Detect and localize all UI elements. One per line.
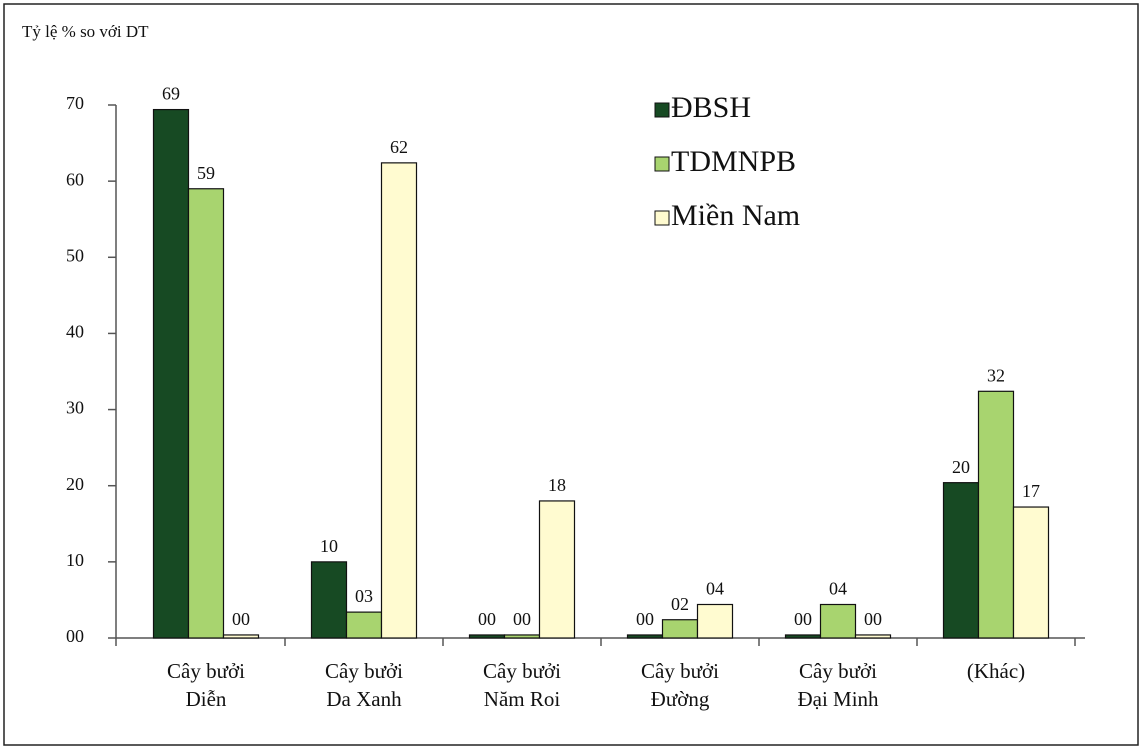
bar (345, 611, 383, 639)
data-label: 00 (232, 609, 250, 629)
bar (819, 603, 857, 639)
bar (222, 634, 260, 639)
y-tick-label: 50 (66, 245, 84, 265)
y-tick-label: 40 (66, 322, 84, 342)
x-tick-label: Năm Roi (484, 687, 561, 711)
x-tick-label: Diễn (186, 687, 227, 711)
y-tick-label: 30 (66, 398, 84, 418)
bar (696, 603, 734, 639)
bar (942, 482, 980, 639)
data-label: 00 (636, 609, 654, 629)
legend-label: Miền Nam (671, 199, 800, 232)
data-label: 18 (548, 475, 566, 495)
bar (661, 619, 699, 639)
bar (310, 561, 348, 639)
bar (1012, 506, 1050, 639)
y-tick-label: 70 (66, 93, 84, 113)
x-tick-label: Cây bưởi (325, 659, 403, 683)
x-tick-label: Cây bưởi (483, 659, 561, 683)
data-label: 20 (952, 457, 970, 477)
data-label: 32 (987, 365, 1005, 385)
x-tick-label: Đường (651, 687, 710, 711)
bar (503, 634, 541, 639)
bar (784, 634, 822, 639)
data-label: 03 (355, 586, 373, 606)
data-label: 00 (513, 609, 531, 629)
x-tick-label: Cây bưởi (799, 659, 877, 683)
data-label: 00 (864, 609, 882, 629)
legend-swatch (654, 156, 670, 172)
bar (187, 188, 225, 639)
bar (380, 162, 418, 639)
data-label: 02 (671, 594, 689, 614)
bar (468, 634, 506, 639)
y-tick-label: 10 (66, 550, 84, 570)
x-tick-label: Da Xanh (326, 687, 402, 711)
bar (626, 634, 664, 639)
legend-label: TDMNPB (671, 145, 796, 178)
bar (538, 500, 576, 639)
data-label: 00 (478, 609, 496, 629)
bar (977, 390, 1015, 639)
data-label: 59 (197, 163, 215, 183)
x-tick-label: Cây bưởi (641, 659, 719, 683)
data-label: 04 (829, 579, 847, 599)
legend-swatch (654, 102, 670, 118)
data-label: 00 (794, 609, 812, 629)
x-tick-label: Đại Minh (797, 687, 879, 711)
y-tick-label: 00 (66, 626, 84, 646)
data-label: 69 (162, 84, 180, 104)
data-label: 17 (1022, 481, 1040, 501)
data-label: 10 (320, 536, 338, 556)
x-tick-label: Cây bưởi (167, 659, 245, 683)
x-tick-label: (Khác) (967, 659, 1025, 683)
data-label: 62 (390, 137, 408, 157)
legend-label: ĐBSH (671, 91, 751, 124)
y-axis-label: Tỷ lệ % so với DT (22, 22, 149, 41)
y-tick-label: 20 (66, 474, 84, 494)
data-label: 04 (706, 579, 724, 599)
legend-swatch (654, 210, 670, 226)
bar (152, 108, 190, 639)
y-tick-label: 60 (66, 169, 84, 189)
bar (854, 634, 892, 639)
